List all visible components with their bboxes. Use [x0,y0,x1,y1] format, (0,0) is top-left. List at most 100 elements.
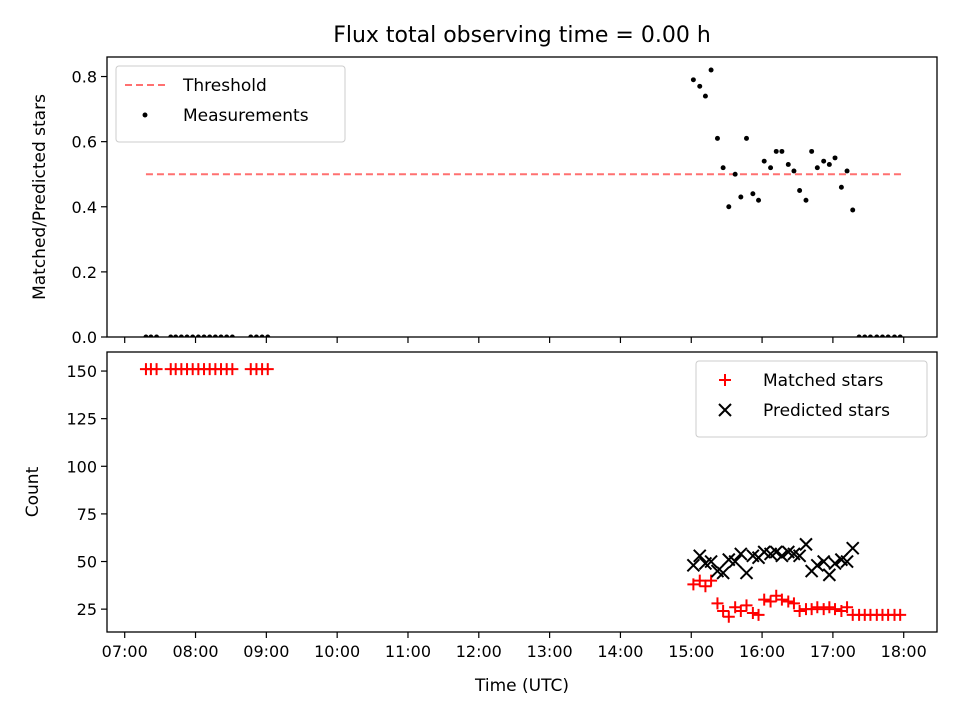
y-tick-label: 75 [77,505,97,524]
y-tick-label: 0.4 [72,198,97,217]
x-tick-label: 16:00 [739,642,785,661]
data-point [823,601,836,614]
data-point [816,554,831,569]
panel-marks [139,363,907,623]
y-tick-label: 100 [66,457,97,476]
y-tick-label: 0.0 [72,328,97,347]
data-point [739,566,754,580]
data-point [844,168,850,174]
data-point [785,161,791,167]
series-matched-stars [139,363,907,623]
data-point [822,568,837,582]
data-point [769,545,783,559]
data-point [775,593,788,606]
x-tick-label: 10:00 [314,642,360,661]
legend-frame [115,65,346,143]
data-point [702,93,708,99]
plot-frame [106,351,938,633]
data-point [744,135,749,141]
data-point [740,599,753,612]
y-tick-label: 125 [66,410,97,429]
data-point [746,606,759,619]
data-point [758,593,771,606]
y-tick-label: 0.6 [72,133,97,152]
data-point [782,595,795,608]
x-tick-label: 15:00 [668,642,714,661]
data-point [809,148,815,154]
x-tick-label: 08:00 [172,642,218,661]
legend-frame [695,360,928,438]
data-point [704,554,718,569]
data-point [811,601,824,614]
x-tick-label: 17:00 [810,642,856,661]
data-point [791,168,797,174]
data-point [850,207,856,213]
data-point [799,537,813,552]
data-point [838,184,844,190]
legend: Threshold Measurements [115,65,346,143]
legend-label: Threshold [182,76,267,96]
data-point [894,608,907,621]
data-point [821,158,827,164]
data-point [734,605,747,618]
x-tick-label: 09:00 [243,642,289,661]
x-tick-label: 18:00 [881,642,927,661]
x-tick-label: 11:00 [385,642,431,661]
data-point [840,554,854,569]
data-point [728,554,742,569]
data-point [793,605,806,618]
data-point [226,363,239,376]
data-point [726,204,732,210]
data-point [720,165,726,171]
legend-entry: Predicted stars [718,401,890,421]
data-point [817,603,830,616]
data-point [686,558,701,573]
data-point [716,566,730,580]
data-point [797,188,803,193]
data-point [690,77,696,83]
data-point [773,148,779,154]
data-point [787,597,800,610]
data-point [764,595,777,608]
data-point [775,549,789,563]
data-point [734,547,748,561]
legend-entry: Measurements [142,106,309,126]
legend-label: Measurements [183,106,309,126]
y-tick-label: 0.8 [72,68,97,87]
data-point [826,161,832,167]
series-predicted-stars [686,537,860,582]
x-tick-label: 12:00 [456,642,502,661]
plot-frame [106,56,938,338]
data-point [832,155,838,161]
data-point [693,549,707,563]
x-axis-label: Time (UTC) [474,676,569,696]
data-point [814,165,820,171]
y-tick-label: 150 [66,362,97,381]
y-tick-label: 25 [77,600,97,619]
legend-label: Matched stars [763,371,883,391]
data-point [711,597,724,610]
legend-label: Predicted stars [763,401,890,421]
x-tick-label: 14:00 [597,642,643,661]
legend-entry: Matched stars [719,371,883,391]
data-point [750,191,756,197]
data-point [687,578,700,591]
x-tick-label: 07:00 [102,642,148,661]
data-point [717,605,730,618]
data-point [732,171,738,177]
data-point [722,610,735,623]
data-point [779,148,785,154]
plot-layer: 0.0 0.2 0.4 0.6 0.8 Threshold Measurements 25 50… [66,56,938,661]
data-point [699,580,712,593]
data-point [756,197,762,203]
data-point [719,374,731,386]
data-point [803,197,809,203]
data-point [828,556,842,571]
data-point [718,403,732,417]
panel-counts: 25 50 75 100 125 150 07:00 08:00 09:00 10:00 11:00… [66,351,938,661]
top-y-axis-label: Matched/Predicted stars [30,94,50,300]
data-point [738,194,744,200]
data-point [693,574,706,587]
data-point [846,541,860,555]
